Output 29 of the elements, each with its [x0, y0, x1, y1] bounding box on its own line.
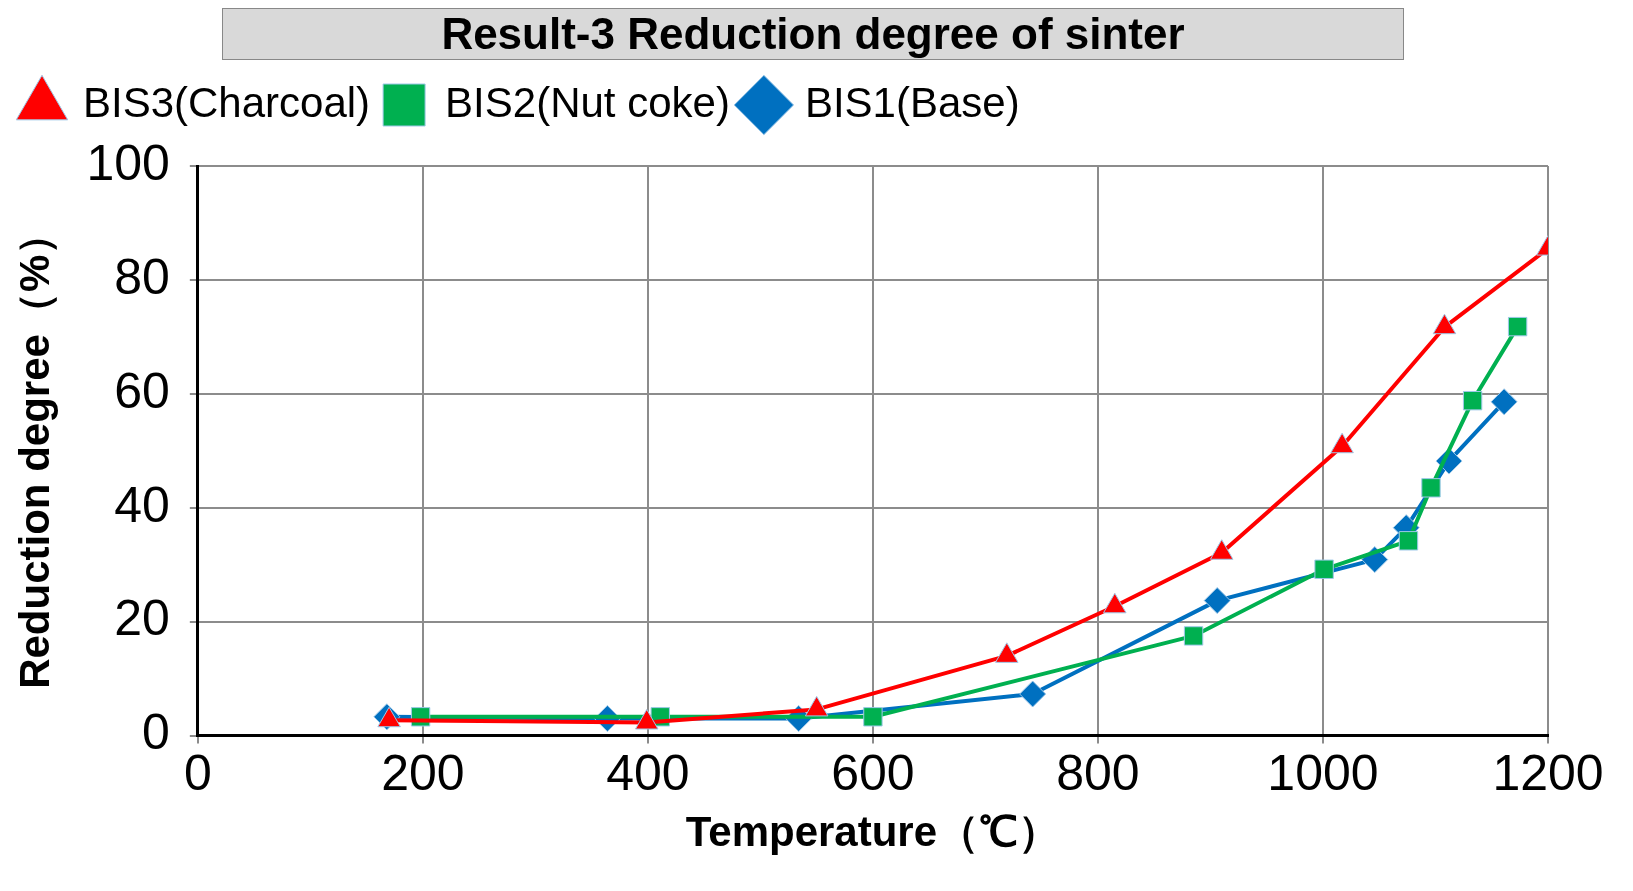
- point: [1314, 559, 1334, 579]
- x-tick-label: 800: [1056, 745, 1140, 802]
- point: [1490, 388, 1518, 416]
- point: [1421, 478, 1441, 498]
- point: [1019, 680, 1047, 708]
- y-tick-label: 80: [114, 248, 170, 305]
- y-tick-label: 40: [114, 476, 170, 533]
- x-tick-label: 1200: [1492, 745, 1604, 802]
- legend-label: BIS3(Charcoal): [83, 78, 371, 126]
- x-tick-label: 400: [606, 745, 690, 802]
- y-tick-label: 20: [114, 590, 170, 647]
- chart-title: Result-3 Reduction degree of sinter: [222, 8, 1404, 60]
- point: [1203, 587, 1231, 615]
- x-axis-title: Temperature（℃）: [685, 808, 1061, 856]
- point: [1507, 316, 1528, 337]
- legend-label: BIS2(Nut coke): [445, 78, 730, 126]
- point: [1462, 390, 1483, 411]
- point: [1398, 531, 1419, 551]
- legend-label: BIS1(Base): [804, 78, 1020, 126]
- y-tick-label: 60: [114, 362, 170, 419]
- x-tick-label: 0: [183, 745, 212, 802]
- x-tick-label: 600: [831, 745, 915, 802]
- x-tick-label: 200: [381, 745, 465, 802]
- y-tick-label: 100: [86, 134, 170, 191]
- y-tick-label: 0: [142, 704, 170, 761]
- y-axis-title: Reduction degree（%）: [10, 212, 58, 689]
- point: [1183, 626, 1204, 646]
- x-tick-label: 1000: [1267, 745, 1379, 802]
- point: [863, 707, 883, 727]
